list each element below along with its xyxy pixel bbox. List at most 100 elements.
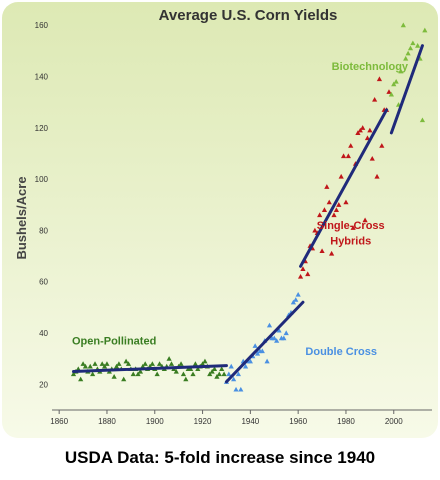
data-point bbox=[276, 327, 282, 333]
data-point bbox=[324, 184, 330, 189]
data-point bbox=[142, 361, 148, 366]
data-point bbox=[123, 358, 129, 364]
data-point bbox=[345, 153, 351, 159]
data-point bbox=[78, 376, 84, 382]
trend-line bbox=[299, 108, 389, 268]
series-single-cross-hybrids bbox=[297, 76, 392, 279]
data-point bbox=[348, 143, 354, 148]
data-point bbox=[305, 271, 311, 277]
y-axis-label: Bushels/Acre bbox=[14, 176, 29, 259]
data-point bbox=[326, 199, 332, 205]
annotation-label: Double Cross bbox=[305, 346, 377, 358]
annotation-label: Open-Pollinated bbox=[72, 336, 156, 348]
data-point bbox=[70, 371, 77, 377]
data-point bbox=[321, 207, 328, 212]
data-point bbox=[422, 27, 428, 33]
data-point bbox=[202, 358, 208, 364]
y-tick-label: 40 bbox=[39, 329, 48, 338]
data-point bbox=[398, 68, 404, 74]
series-double-cross bbox=[223, 291, 301, 392]
data-point bbox=[317, 212, 323, 218]
data-point bbox=[338, 173, 344, 179]
data-point bbox=[388, 91, 394, 97]
y-tick-label: 120 bbox=[35, 124, 49, 133]
data-point bbox=[419, 117, 426, 123]
x-tick-label: 1860 bbox=[50, 417, 68, 426]
y-tick-label: 100 bbox=[35, 175, 49, 184]
annotation-label: Single-Cross bbox=[317, 220, 385, 232]
data-point bbox=[188, 366, 194, 372]
data-point bbox=[90, 371, 96, 377]
data-point bbox=[343, 199, 349, 205]
data-point bbox=[207, 371, 213, 377]
data-point bbox=[266, 322, 273, 328]
data-point bbox=[190, 371, 196, 377]
data-point bbox=[393, 78, 399, 84]
data-point bbox=[195, 366, 201, 372]
data-point bbox=[319, 248, 325, 254]
x-tick-label: 1880 bbox=[98, 417, 116, 426]
data-point bbox=[82, 363, 89, 369]
data-point bbox=[235, 371, 242, 377]
data-point bbox=[259, 348, 265, 354]
data-point bbox=[300, 266, 306, 271]
data-points bbox=[70, 22, 428, 392]
data-point bbox=[367, 127, 373, 133]
series-annotations: Open-Pollinated Double Cross Single-Cross H… bbox=[72, 61, 409, 358]
y-tick-label: 80 bbox=[39, 226, 48, 235]
data-point bbox=[116, 361, 122, 366]
data-point bbox=[178, 361, 184, 366]
data-point bbox=[238, 386, 244, 392]
data-point bbox=[281, 335, 287, 341]
data-point bbox=[391, 81, 397, 87]
x-tick-label: 1960 bbox=[289, 417, 307, 426]
data-point bbox=[254, 350, 261, 356]
data-point bbox=[92, 361, 98, 366]
data-point bbox=[156, 361, 163, 366]
y-tick-label: 140 bbox=[35, 72, 49, 81]
chart-background bbox=[2, 2, 438, 438]
y-tick-label: 60 bbox=[39, 278, 48, 287]
data-point bbox=[386, 89, 392, 94]
data-point bbox=[113, 363, 120, 369]
data-point bbox=[264, 358, 270, 364]
data-point bbox=[403, 55, 409, 61]
data-point bbox=[333, 207, 340, 212]
data-point bbox=[247, 358, 253, 364]
data-point bbox=[137, 368, 144, 374]
trend-line bbox=[389, 44, 424, 135]
data-point bbox=[410, 40, 416, 46]
data-point bbox=[360, 125, 366, 130]
data-point bbox=[374, 173, 380, 179]
caption: USDA Data: 5-fold increase since 1940 bbox=[64, 448, 376, 467]
data-point bbox=[329, 250, 335, 256]
data-point bbox=[99, 361, 105, 366]
data-point bbox=[405, 50, 411, 56]
data-point bbox=[274, 338, 280, 343]
data-point bbox=[290, 299, 296, 305]
data-point bbox=[336, 202, 342, 207]
data-point bbox=[415, 43, 421, 48]
data-point bbox=[362, 217, 368, 223]
data-point bbox=[231, 376, 237, 382]
data-point bbox=[125, 361, 132, 366]
data-point bbox=[183, 376, 189, 382]
data-point bbox=[221, 371, 227, 377]
x-tick-label: 1920 bbox=[194, 417, 212, 426]
data-point bbox=[104, 361, 110, 366]
data-point bbox=[180, 371, 187, 377]
data-point bbox=[228, 363, 234, 369]
data-point bbox=[173, 368, 179, 374]
data-point bbox=[379, 143, 385, 148]
data-point bbox=[130, 371, 136, 377]
data-point bbox=[199, 361, 206, 366]
corn-yield-chart: Average U.S. Corn Yields Bushels/Acre 18… bbox=[2, 2, 438, 438]
y-tick-label: 160 bbox=[35, 21, 49, 30]
x-tick-label: 1900 bbox=[146, 417, 164, 426]
data-point bbox=[400, 22, 406, 28]
data-point bbox=[376, 76, 383, 82]
annotation-label: Hybrids bbox=[330, 236, 371, 248]
data-point bbox=[214, 374, 220, 379]
x-tick-label: 2000 bbox=[385, 417, 403, 426]
